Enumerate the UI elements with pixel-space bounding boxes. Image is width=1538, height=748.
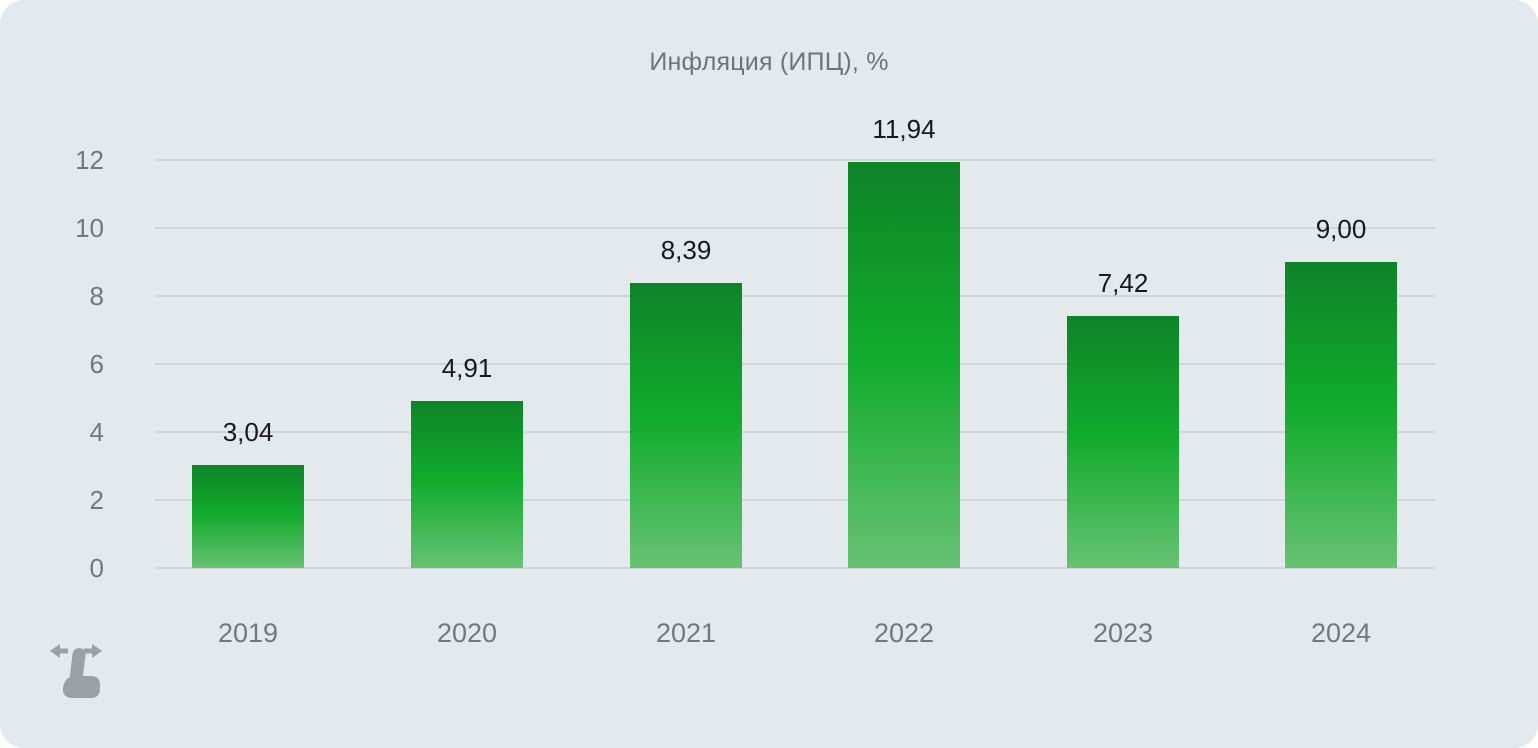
gridline-4 — [155, 431, 1435, 433]
y-axis-tick-12: 12 — [75, 145, 104, 175]
bar-value-label-2021: 8,39 — [660, 235, 712, 265]
bar-value-label-2019: 3,04 — [222, 417, 274, 447]
swipe-palm — [62, 676, 100, 698]
swipe-right-arrow — [84, 644, 102, 658]
y-axis-tick-2: 2 — [89, 485, 104, 515]
bar-2021[interactable] — [630, 283, 742, 568]
gridline-6 — [155, 363, 1435, 365]
x-axis-tick-2024: 2024 — [1310, 618, 1372, 648]
bar-2022[interactable] — [848, 162, 960, 568]
swipe-left-arrow — [50, 644, 68, 658]
swipe-horizontal-icon — [50, 644, 102, 698]
y-axis-tick-10: 10 — [75, 213, 104, 243]
x-axis-tick-2019: 2019 — [217, 618, 279, 648]
x-axis-tick-2023: 2023 — [1092, 618, 1154, 648]
bar-value-label-2023: 7,42 — [1097, 268, 1149, 298]
bar-value-label-2024: 9,00 — [1315, 214, 1367, 244]
y-axis-tick-8: 8 — [89, 281, 104, 311]
bar-2024[interactable] — [1285, 262, 1397, 568]
bar-value-label-2020: 4,91 — [441, 353, 493, 383]
chart-title: Инфляция (ИПЦ), % — [649, 48, 889, 76]
y-axis-tick-6: 6 — [89, 349, 104, 379]
bar-2023[interactable] — [1067, 316, 1179, 568]
gridline-10 — [155, 227, 1435, 229]
bar-value-label-2022: 11,94 — [872, 114, 936, 144]
y-axis-tick-0: 0 — [89, 553, 104, 583]
bar-2019[interactable] — [192, 465, 304, 568]
bar-2020[interactable] — [411, 401, 523, 568]
gridline-0 — [155, 567, 1435, 569]
x-axis-tick-2022: 2022 — [873, 618, 935, 648]
x-axis-tick-2020: 2020 — [436, 618, 498, 648]
gridline-8 — [155, 295, 1435, 297]
x-axis-tick-2021: 2021 — [655, 618, 717, 648]
y-axis-tick-4: 4 — [89, 417, 104, 447]
gridline-12 — [155, 159, 1435, 161]
gridline-2 — [155, 499, 1435, 501]
